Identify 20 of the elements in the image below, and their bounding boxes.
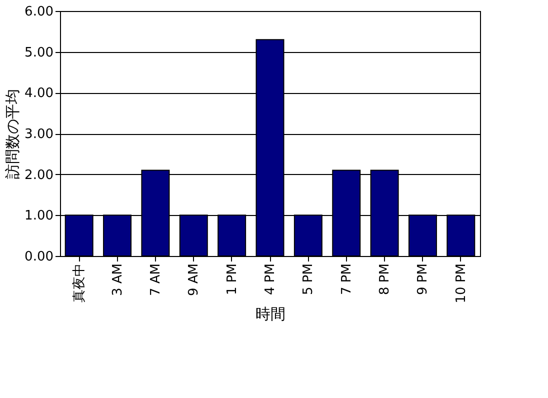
- y-tick-label: 4.00: [24, 86, 54, 102]
- x-tick-label: 8 PM: [378, 264, 393, 295]
- x-tick-label: 真夜中: [71, 264, 88, 302]
- x-tick-label: 4 PM: [263, 264, 278, 295]
- y-tick-label: 6.00: [24, 4, 54, 20]
- x-tick-label: 7 AM: [148, 264, 164, 296]
- x-tick-label: 9 PM: [416, 264, 431, 295]
- y-tick-label: 3.00: [24, 127, 54, 142]
- x-tick-label: 7 PM: [339, 264, 354, 295]
- x-tick-label: 5 PM: [301, 264, 316, 295]
- x-tick-label: 1 PM: [224, 264, 240, 295]
- y-tick-label: 5.00: [24, 45, 54, 60]
- y-tick-label: 2.00: [24, 168, 54, 183]
- x-tick-label: 9 AM: [186, 264, 202, 296]
- y-tick-label: 1.00: [24, 208, 54, 224]
- y-tick-label: 0.00: [24, 250, 54, 264]
- x-tick-label: 3 AM: [110, 264, 126, 296]
- x-tick-label: 10 PM: [454, 264, 469, 304]
- y-axis-title: 訪問数の平均: [4, 89, 22, 179]
- x-axis-title: 時間: [256, 305, 286, 324]
